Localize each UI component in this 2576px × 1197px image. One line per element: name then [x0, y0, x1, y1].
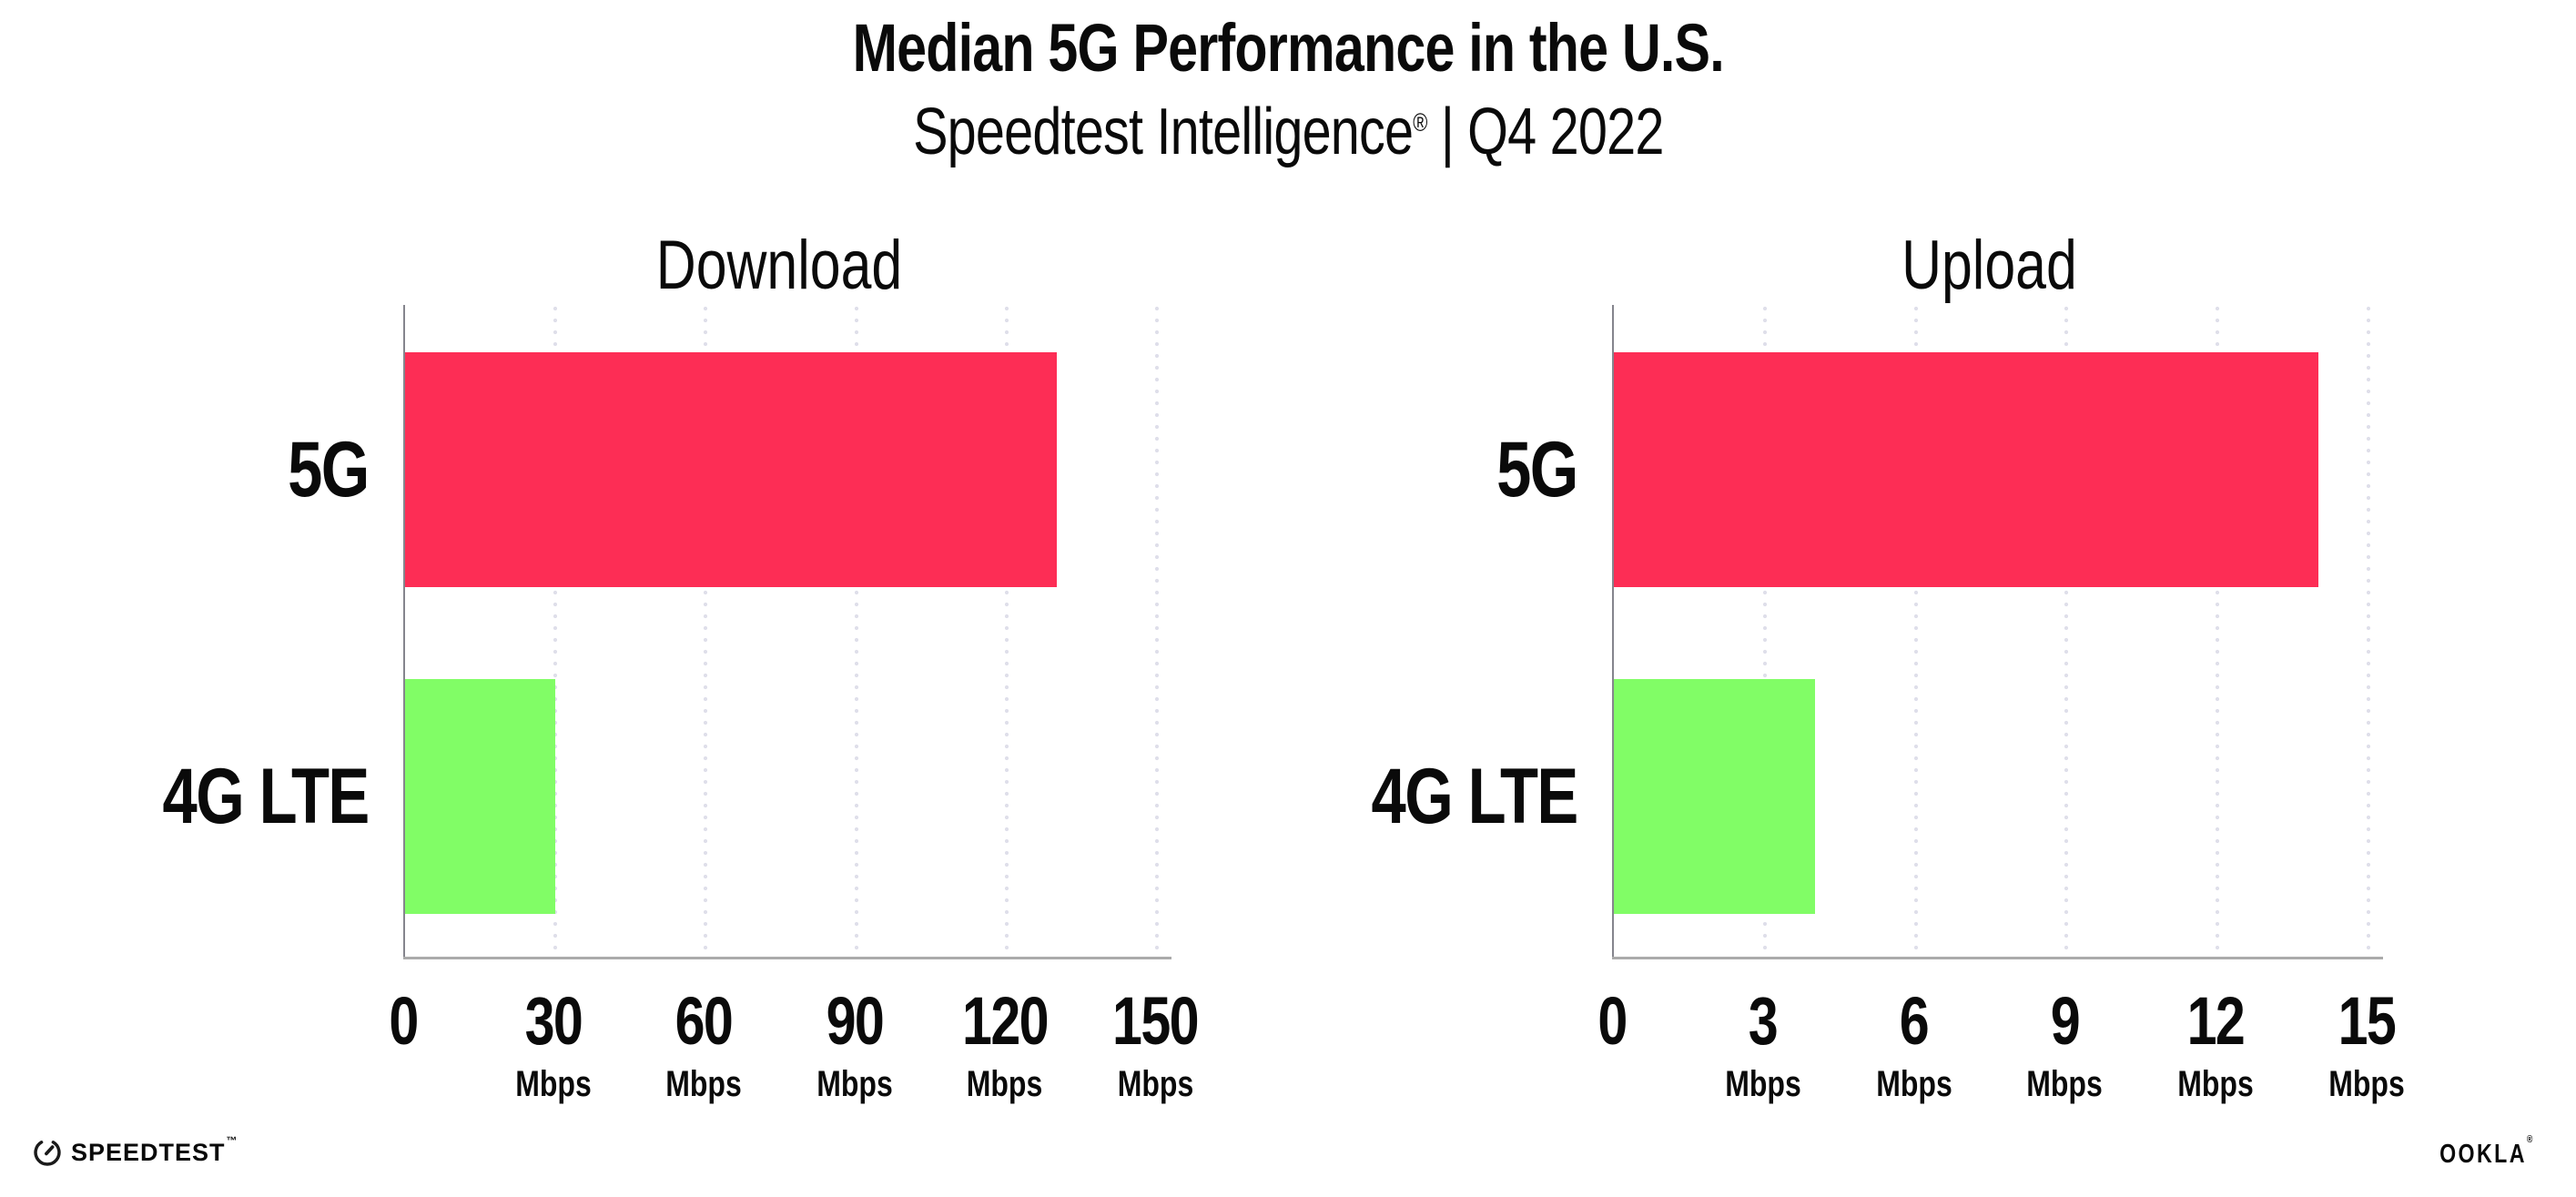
tick-label: 15 Mbps: [2328, 983, 2405, 1104]
unit-label: Mbps: [967, 1064, 1043, 1104]
speedtest-logo: SPEEDTEST™: [33, 1133, 238, 1167]
unit-label: Mbps: [665, 1064, 743, 1104]
page-title: Median 5G Performance in the U.S.: [0, 10, 2576, 86]
gridline: [1155, 305, 1159, 958]
gridline: [854, 305, 858, 958]
tick-label: 6 Mbps: [1875, 983, 1952, 1104]
ookla-wordmark: OOKLA®: [2439, 1134, 2535, 1169]
unit-label: Mbps: [1725, 1064, 1801, 1104]
upload-category-label-5g: 5G: [1496, 426, 1578, 513]
page-subtitle: Speedtest Intelligence® | Q4 2022: [0, 96, 2576, 168]
unit-label: Mbps: [1117, 1064, 1193, 1104]
unit-label: Mbps: [1875, 1064, 1952, 1104]
upload-x-axis-line: [1612, 957, 2383, 959]
unit-label: Mbps: [2177, 1064, 2254, 1104]
download-x-axis-ticks: 0 30 Mbps 60 Mbps 90 Mbps 120 Mbps 150 M…: [389, 983, 1199, 1115]
subtitle-product: Speedtest Intelligence: [912, 96, 1414, 168]
gridline: [1004, 305, 1009, 958]
gridline: [704, 305, 708, 958]
bar-4g-lte-download: [405, 679, 556, 914]
bar-5g-upload: [1614, 352, 2318, 587]
tick-label: 60 Mbps: [665, 983, 743, 1104]
ookla-logo: OOKLA®: [2428, 1134, 2547, 1169]
unit-label: Mbps: [515, 1064, 592, 1104]
gridline: [553, 305, 558, 958]
upload-category-label-4g-lte: 4G LTE: [1371, 753, 1579, 840]
gridline: [1913, 305, 1918, 958]
download-chart-title: Download: [655, 227, 903, 304]
tick-label: 150 Mbps: [1112, 983, 1200, 1104]
gridline: [2216, 305, 2220, 958]
subtitle-period: | Q4 2022: [1426, 96, 1665, 168]
unit-label: Mbps: [2328, 1064, 2405, 1104]
speedtest-gauge-icon: [33, 1138, 62, 1167]
gridline: [1762, 305, 1767, 958]
upload-plot-area: [1612, 305, 2383, 959]
gridline: [2064, 305, 2069, 958]
tick-label: 12 Mbps: [2177, 983, 2254, 1104]
page-title-text: Median 5G Performance in the U.S.: [852, 10, 1724, 86]
tick-label: 3 Mbps: [1725, 983, 1801, 1104]
gridline: [2367, 305, 2370, 958]
upload-chart-title: Upload: [1902, 227, 2077, 304]
tick-label: 0: [389, 983, 419, 1059]
download-x-axis-line: [403, 957, 1171, 959]
tick-label: 0: [1597, 983, 1628, 1059]
tick-label: 90 Mbps: [816, 983, 893, 1104]
speedtest-wordmark: SPEEDTEST™: [71, 1133, 238, 1166]
download-plot-area: [403, 305, 1171, 959]
tick-label: 120 Mbps: [961, 983, 1050, 1104]
bar-4g-lte-upload: [1614, 679, 1816, 914]
registered-mark: ®: [1412, 108, 1427, 137]
tick-label: 9 Mbps: [2026, 983, 2104, 1104]
registered-symbol: ®: [2527, 1134, 2535, 1145]
trademark-symbol: ™: [226, 1133, 238, 1147]
bar-5g-download: [405, 352, 1057, 587]
unit-label: Mbps: [2026, 1064, 2104, 1104]
download-category-label-5g: 5G: [288, 426, 370, 513]
page-subtitle-text: Speedtest Intelligence® | Q4 2022: [913, 96, 1664, 168]
download-category-label-4g-lte: 4G LTE: [162, 753, 370, 840]
tick-label: 30 Mbps: [515, 983, 592, 1104]
upload-x-axis-ticks: 0 3 Mbps 6 Mbps 9 Mbps 12 Mbps 15 Mbps: [1597, 983, 2404, 1115]
unit-label: Mbps: [816, 1064, 893, 1104]
